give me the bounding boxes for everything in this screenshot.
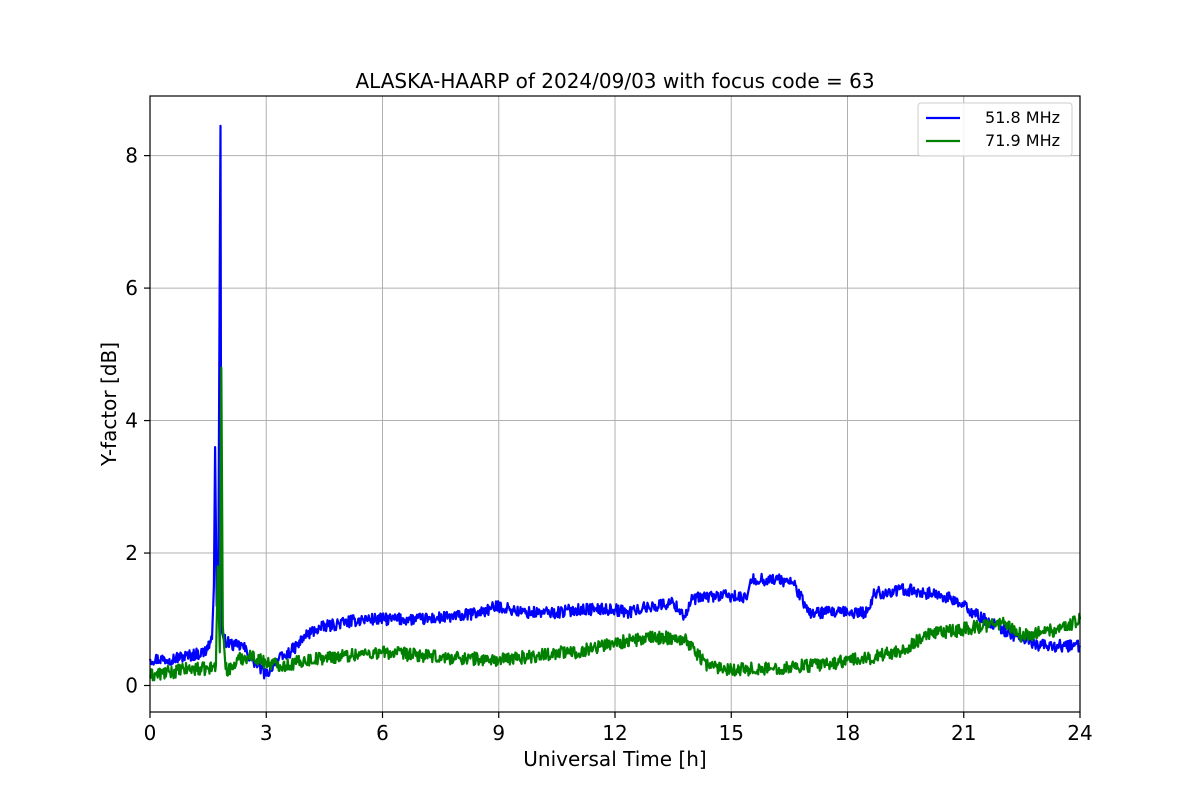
- x-tick-label: 24: [1067, 721, 1092, 745]
- y-tick-label: 6: [125, 276, 138, 300]
- x-axis-title: Universal Time [h]: [523, 747, 706, 771]
- y-tick-label: 8: [125, 144, 138, 168]
- x-tick-label: 15: [719, 721, 744, 745]
- legend: 51.8 MHz 71.9 MHz: [917, 102, 1073, 157]
- legend-label-71-9-mhz: 71.9 MHz: [985, 131, 1060, 150]
- x-tick-label: 6: [376, 721, 389, 745]
- series-layer: [148, 124, 1082, 682]
- y-tick-label: 0: [125, 674, 138, 698]
- y-axis-title: Y-factor [dB]: [97, 342, 121, 467]
- x-tick-label: 0: [144, 721, 157, 745]
- x-tick-label: 18: [835, 721, 860, 745]
- x-axis: 0 3 6 9 12 15 18 21 24: [144, 712, 1093, 745]
- x-tick-label: 12: [602, 721, 627, 745]
- series-line-71-9-mhz: [148, 366, 1082, 682]
- x-tick-label: 21: [951, 721, 976, 745]
- series-line-51-8-mhz: [148, 124, 1082, 680]
- x-tick-label: 9: [492, 721, 505, 745]
- chart-title: ALASKA-HAARP of 2024/09/03 with focus co…: [355, 69, 874, 93]
- x-tick-label: 3: [260, 721, 273, 745]
- legend-label-51-8-mhz: 51.8 MHz: [985, 108, 1060, 127]
- y-tick-label: 2: [125, 541, 138, 565]
- y-tick-label: 4: [125, 409, 138, 433]
- y-axis: 0 2 4 6 8: [125, 144, 150, 698]
- legend-box: [917, 102, 1073, 157]
